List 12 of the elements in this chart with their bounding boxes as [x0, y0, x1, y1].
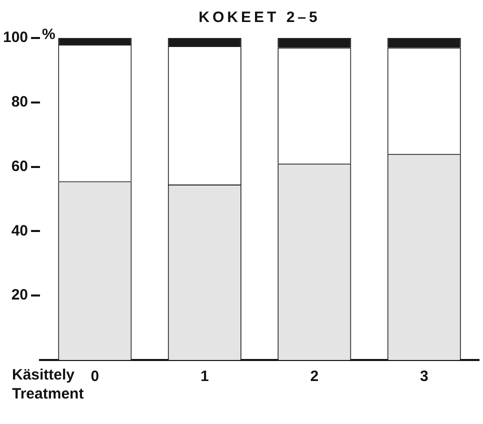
x-axis-title: Käsittely Treatment: [12, 366, 84, 403]
y-tick-label: 60: [11, 158, 28, 175]
y-tick-label: 40: [11, 222, 28, 240]
y-tick-label: 20: [11, 286, 28, 304]
y-axis-title: %: [42, 26, 56, 44]
chart-title: KOKEET 2–5: [198, 9, 320, 26]
x-tick-label: 3: [420, 368, 428, 386]
x-tick-label: 1: [200, 368, 209, 386]
y-tick-label: 80: [11, 94, 28, 111]
x-tick-label: 0: [90, 368, 100, 386]
x-tick-label: 2: [310, 368, 319, 386]
y-tick-label: 100: [2, 29, 28, 46]
